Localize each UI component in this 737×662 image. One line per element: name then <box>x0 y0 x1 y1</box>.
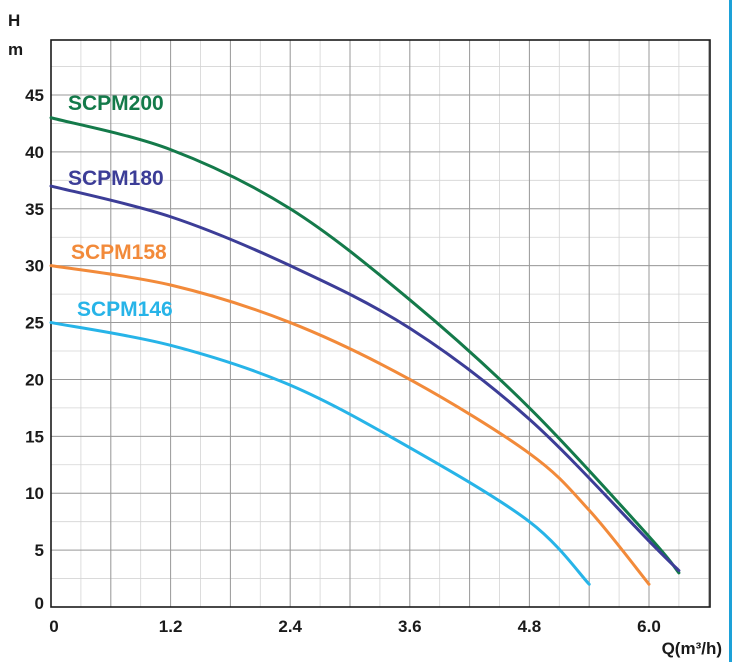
y-tick-label: 45 <box>25 86 44 105</box>
grid-minor <box>50 40 710 608</box>
y-tick-label: 25 <box>25 314 44 333</box>
y-tick-label: 35 <box>25 200 44 219</box>
x-tick-label: 4.8 <box>518 617 542 636</box>
y-tick-label: 40 <box>25 143 44 162</box>
x-tick-label: 0 <box>49 617 58 636</box>
series-label-scpm158: SCPM158 <box>71 241 167 264</box>
y-tick-labels: 0 5 10 15 20 25 30 35 40 45 <box>25 86 44 613</box>
series-labels: SCPM200 SCPM180 SCPM158 SCPM146 <box>68 92 173 321</box>
x-tick-label: 3.6 <box>398 617 422 636</box>
y-tick-label: 10 <box>25 484 44 503</box>
y-tick-label: 15 <box>25 427 44 446</box>
y-tick-label: 30 <box>25 257 44 276</box>
page-border-right <box>729 0 732 662</box>
x-tick-labels: 0 1.2 2.4 3.6 4.8 6.0 <box>49 617 661 636</box>
y-tick-label: 20 <box>25 370 44 389</box>
x-tick-label: 6.0 <box>637 617 661 636</box>
series-label-scpm200: SCPM200 <box>68 92 164 115</box>
y-axis-title-line1: H <box>8 11 20 30</box>
series-line-scpm200 <box>49 116 681 575</box>
series-lines <box>49 116 681 586</box>
x-axis-title: Q(m³/h) <box>662 639 722 658</box>
x-tick-label: 1.2 <box>159 617 183 636</box>
series-label-scpm146: SCPM146 <box>77 298 173 321</box>
y-tick-label: 0 <box>35 594 44 613</box>
y-tick-label: 5 <box>35 541 44 560</box>
y-axis-title-line2: m <box>8 40 23 59</box>
x-tick-label: 2.4 <box>278 617 302 636</box>
series-line-scpm146 <box>49 321 591 586</box>
series-label-scpm180: SCPM180 <box>68 167 164 190</box>
series-line-scpm158 <box>49 264 651 586</box>
series-line-scpm180 <box>49 184 681 573</box>
